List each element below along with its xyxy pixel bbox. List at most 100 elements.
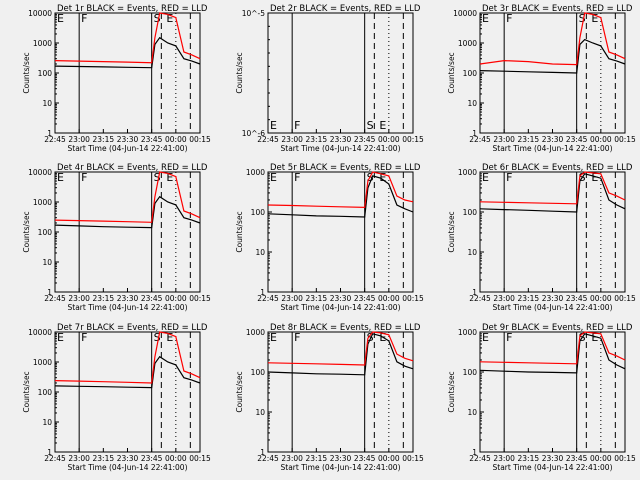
x-tick-label: 23:15 (518, 135, 540, 144)
x-axis-label: Start Time (04-Jun-14 22:41:00) (281, 463, 401, 472)
panel-title: Det 8r BLACK = Events, RED = LLD (270, 323, 421, 333)
x-tick-label: 00:15 (614, 135, 636, 144)
y-tick-label: 1 (260, 288, 265, 297)
marker-label: F (81, 331, 87, 344)
marker-label: E (166, 12, 173, 25)
marker-label: E (482, 331, 489, 344)
x-tick-label: 23:45 (354, 135, 376, 144)
x-tick-label: 22:45 (469, 294, 491, 303)
marker-label: S (367, 331, 374, 344)
y-tick-label: 10 (467, 248, 477, 257)
x-axis-label: Start Time (04-Jun-14 22:41:00) (68, 144, 188, 153)
marker-label: E (379, 171, 386, 184)
x-tick-label: 23:15 (93, 294, 115, 303)
series-line-lld (267, 331, 414, 366)
marker-label: E (270, 119, 277, 132)
panel-title: Det 5r BLACK = Events, RED = LLD (270, 163, 421, 173)
series-line-events (54, 36, 201, 69)
y-tick-label: 1000 (458, 328, 477, 337)
y-tick-label: 1 (47, 448, 52, 457)
x-axis-label: Start Time (04-Jun-14 22:41:00) (281, 303, 401, 312)
x-tick-label: 23:30 (330, 294, 352, 303)
marker-label: E (166, 171, 173, 184)
x-tick-label: 23:30 (542, 294, 564, 303)
x-tick-label: 00:15 (189, 135, 211, 144)
plot-frame (267, 12, 414, 134)
y-tick-label: 1000 (458, 168, 477, 177)
x-tick-label: 00:15 (402, 454, 424, 463)
x-tick-label: 23:45 (566, 294, 588, 303)
y-tick-label: 1 (472, 448, 477, 457)
y-axis-label: Counts/sec (235, 371, 244, 412)
x-tick-label: 00:00 (378, 135, 400, 144)
x-tick-label: 00:15 (614, 294, 636, 303)
marker-label: S (579, 12, 586, 25)
y-axis-label: Counts/sec (22, 52, 31, 93)
x-tick-label: 23:15 (518, 454, 540, 463)
y-axis-label: Counts/sec (235, 52, 244, 93)
marker-label: F (294, 331, 300, 344)
y-tick-label: 1000 (246, 328, 265, 337)
y-tick-label: 10^-6 (242, 129, 266, 138)
panel-title: Det 1r BLACK = Events, RED = LLD (57, 4, 208, 14)
x-tick-label: 23:30 (330, 454, 352, 463)
x-tick-label: 23:45 (566, 454, 588, 463)
y-tick-label: 1000 (246, 168, 265, 177)
y-axis-label: Counts/sec (22, 371, 31, 412)
series-line-events (267, 333, 414, 376)
x-tick-label: 23:00 (68, 294, 90, 303)
series-line-events (54, 355, 201, 389)
series-line-lld (54, 331, 201, 384)
x-tick-label: 00:00 (590, 454, 612, 463)
x-tick-label: 23:30 (542, 454, 564, 463)
x-tick-label: 23:00 (68, 135, 90, 144)
y-tick-label: 100 (251, 368, 266, 377)
x-tick-label: 22:45 (469, 454, 491, 463)
y-tick-label: 10000 (453, 9, 477, 18)
x-tick-label: 22:45 (469, 135, 491, 144)
x-tick-label: 23:45 (354, 294, 376, 303)
y-tick-label: 10 (42, 418, 52, 427)
x-tick-label: 00:15 (189, 454, 211, 463)
marker-label: E (482, 12, 489, 25)
x-tick-label: 00:00 (378, 294, 400, 303)
y-tick-label: 1 (260, 448, 265, 457)
x-tick-label: 23:45 (566, 135, 588, 144)
y-tick-label: 100 (463, 69, 478, 78)
series-line-events (479, 173, 626, 213)
series-line-lld (479, 331, 626, 365)
x-tick-label: 23:30 (542, 135, 564, 144)
marker-label: E (57, 171, 64, 184)
x-tick-label: 23:15 (306, 135, 328, 144)
plot-frame (479, 171, 626, 293)
x-tick-label: 23:45 (141, 135, 163, 144)
x-tick-label: 23:00 (493, 135, 515, 144)
x-tick-label: 22:45 (44, 135, 66, 144)
marker-label: F (506, 171, 512, 184)
y-axis-label: Counts/sec (235, 211, 244, 252)
y-tick-label: 10 (42, 99, 52, 108)
x-axis-label: Start Time (04-Jun-14 22:41:00) (281, 144, 401, 153)
x-tick-label: 23:00 (68, 454, 90, 463)
x-tick-label: 23:15 (93, 135, 115, 144)
x-tick-label: 23:30 (117, 294, 139, 303)
x-tick-label: 23:45 (141, 294, 163, 303)
x-axis-label: Start Time (04-Jun-14 22:41:00) (493, 303, 613, 312)
series-line-lld (479, 12, 626, 66)
y-tick-label: 1000 (33, 358, 52, 367)
detector-panel-5: Det 5r BLACK = Events, RED = LLD 22:45 23:… (235, 163, 424, 312)
x-tick-label: 00:00 (378, 454, 400, 463)
plot-frame (54, 12, 201, 134)
x-tick-label: 00:15 (614, 454, 636, 463)
marker-label: F (294, 119, 300, 132)
plot-frame (267, 331, 414, 453)
x-tick-label: 00:15 (402, 294, 424, 303)
marker-label: S (367, 119, 374, 132)
x-tick-label: 22:45 (257, 294, 279, 303)
marker-label: E (166, 331, 173, 344)
